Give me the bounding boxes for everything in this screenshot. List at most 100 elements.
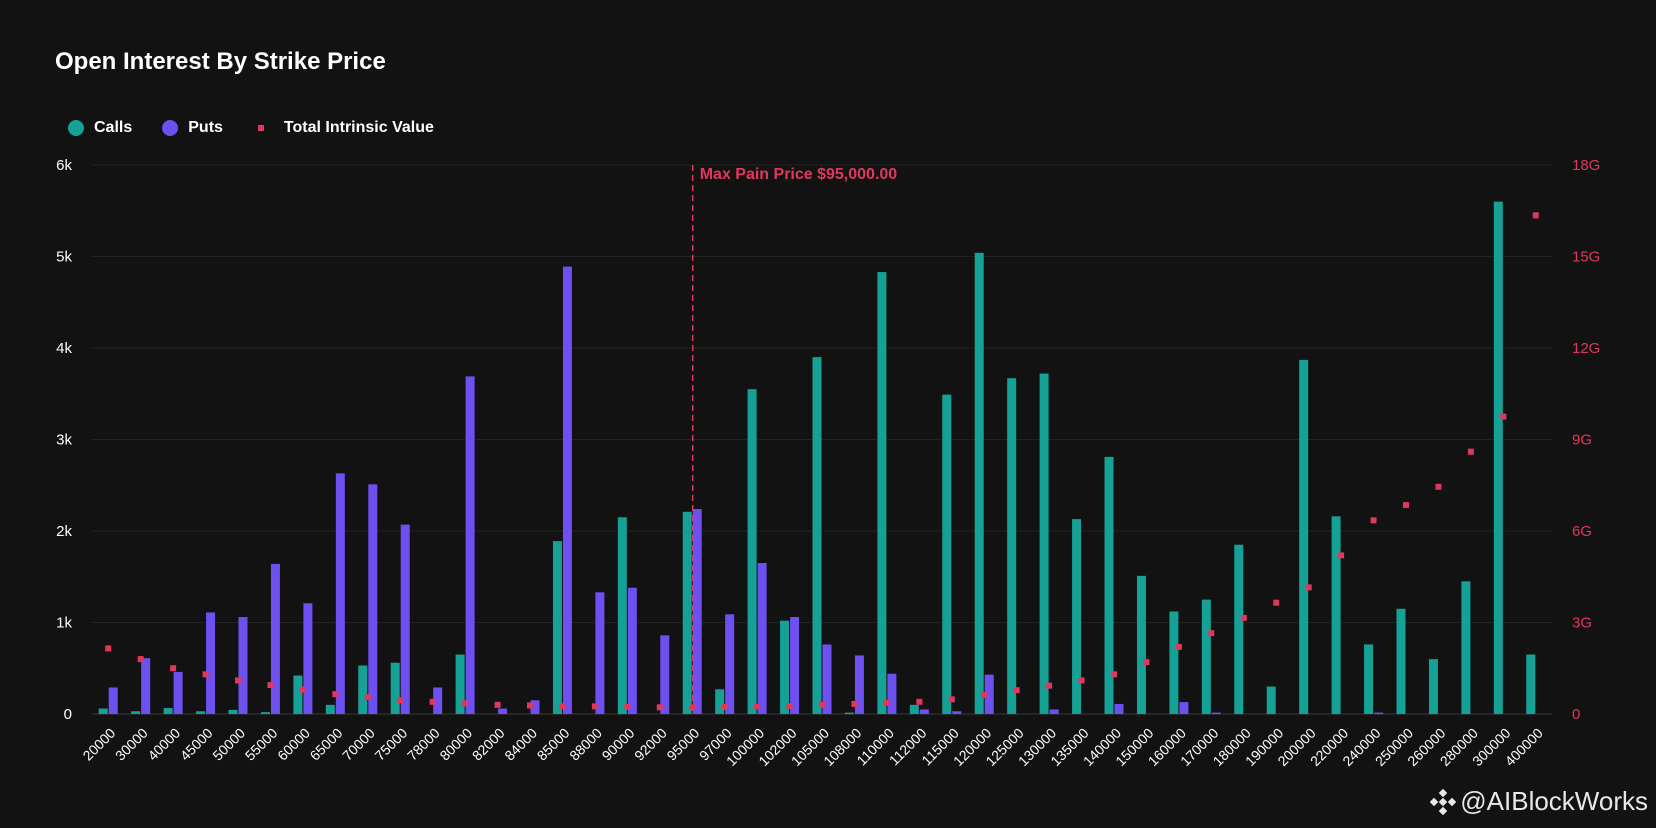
- tiv-point: [1273, 599, 1280, 606]
- puts-bar: [465, 376, 475, 714]
- puts-bar: [206, 612, 216, 714]
- legend-tiv-label: Total Intrinsic Value: [283, 119, 434, 136]
- puts-bar: [757, 563, 767, 714]
- tiv-point: [559, 703, 566, 710]
- tiv-point: [786, 703, 793, 710]
- y-tick-label: 5k: [56, 249, 72, 266]
- calls-bar: [844, 712, 854, 715]
- calls-bar: [1169, 611, 1179, 714]
- tiv-point: [494, 701, 501, 708]
- chart-legend: Calls Puts Total Intrinsic Value: [68, 119, 464, 137]
- y-tick-label: 0: [64, 706, 72, 723]
- y-tick-label: 2k: [56, 523, 72, 540]
- puts-bar: [562, 266, 572, 714]
- calls-bar: [682, 511, 692, 714]
- calls-bar: [552, 541, 562, 714]
- x-tick-label: 20000: [79, 725, 118, 764]
- calls-bar: [1364, 644, 1374, 714]
- puts-bar: [1374, 712, 1384, 715]
- y2-tick-label: 15G: [1572, 249, 1600, 266]
- calls-bar: [1072, 519, 1082, 714]
- tiv-point: [137, 656, 144, 663]
- calls-bar: [1104, 456, 1114, 714]
- y2-tick-label: 6G: [1572, 523, 1592, 540]
- puts-bar: [1211, 712, 1221, 715]
- calls-bar: [1461, 581, 1471, 714]
- tiv-point: [267, 682, 274, 689]
- x-tick-label: 65000: [307, 725, 346, 764]
- tiv-point: [202, 671, 209, 678]
- puts-bar: [141, 658, 151, 714]
- tiv-point: [1532, 212, 1539, 219]
- puts-bar: [530, 700, 540, 714]
- y2-tick-label: 12G: [1572, 340, 1600, 357]
- puts-bar: [919, 709, 929, 714]
- tiv-point: [1500, 413, 1507, 420]
- y-tick-label: 3k: [56, 432, 72, 449]
- puts-bar: [854, 655, 864, 714]
- calls-bar: [1493, 201, 1503, 715]
- puts-bar: [400, 524, 410, 714]
- calls-bar: [715, 689, 725, 714]
- calls-bar: [196, 711, 206, 714]
- x-tick-label: 40000: [144, 725, 183, 764]
- tiv-point: [364, 694, 371, 701]
- tiv-point: [656, 704, 663, 711]
- tiv-point: [591, 703, 598, 710]
- legend-item-calls[interactable]: Calls: [68, 119, 132, 137]
- x-tick-label: 45000: [177, 725, 216, 764]
- x-tick-label: 90000: [599, 725, 638, 764]
- calls-bar: [942, 394, 952, 714]
- calls-bar: [1396, 608, 1406, 714]
- puts-bar: [952, 711, 962, 714]
- calls-bar: [1266, 686, 1276, 714]
- x-tick-label: 55000: [242, 725, 281, 764]
- tiv-point: [332, 691, 339, 698]
- puts-bar: [108, 687, 118, 714]
- calls-bar: [1136, 575, 1146, 714]
- puts-bar: [725, 614, 735, 714]
- y-tick-label: 4k: [56, 340, 72, 357]
- x-tick-label: 75000: [371, 725, 410, 764]
- tiv-point: [1403, 502, 1409, 509]
- x-tick-label: 95000: [663, 725, 702, 764]
- tiv-point: [851, 700, 858, 707]
- tiv-point: [721, 703, 728, 710]
- puts-bar: [1114, 703, 1124, 714]
- calls-bar: [974, 252, 984, 714]
- tiv-point: [429, 698, 436, 705]
- calls-bar: [228, 709, 238, 714]
- calls-bar: [1526, 654, 1536, 714]
- tiv-point: [1338, 552, 1345, 559]
- calls-bar: [1201, 599, 1211, 714]
- puts-bar: [790, 617, 800, 714]
- puts-bar: [498, 708, 508, 714]
- legend-item-tiv[interactable]: Total Intrinsic Value: [253, 119, 434, 137]
- max-pain-label: Max Pain Price $95,000.00: [700, 166, 898, 183]
- x-tick-label: 80000: [436, 725, 475, 764]
- puts-swatch: [162, 120, 179, 136]
- tiv-point: [981, 692, 988, 699]
- x-tick-label: 85000: [534, 725, 573, 764]
- puts-bar: [173, 671, 183, 714]
- tiv-point: [624, 703, 631, 710]
- calls-bar: [358, 665, 368, 714]
- calls-swatch: [68, 120, 84, 136]
- calls-bar: [877, 272, 887, 714]
- tiv-point: [397, 697, 404, 704]
- puts-bar: [433, 687, 443, 714]
- calls-bar: [1428, 659, 1438, 714]
- puts-bar: [1179, 702, 1189, 714]
- tiv-point: [1435, 483, 1442, 490]
- puts-bar: [270, 563, 280, 714]
- x-tick-label: 88000: [566, 725, 605, 764]
- calls-bar: [163, 708, 173, 714]
- legend-item-puts[interactable]: Puts: [162, 119, 223, 137]
- legend-calls-label: Calls: [94, 119, 133, 136]
- tiv-point: [1370, 517, 1377, 524]
- watermark-text: @AIBlockWorks: [1460, 786, 1648, 816]
- x-tick-label: 30000: [112, 725, 151, 764]
- tiv-point: [299, 686, 306, 693]
- tiv-point: [1208, 630, 1215, 637]
- calls-bar: [909, 704, 919, 714]
